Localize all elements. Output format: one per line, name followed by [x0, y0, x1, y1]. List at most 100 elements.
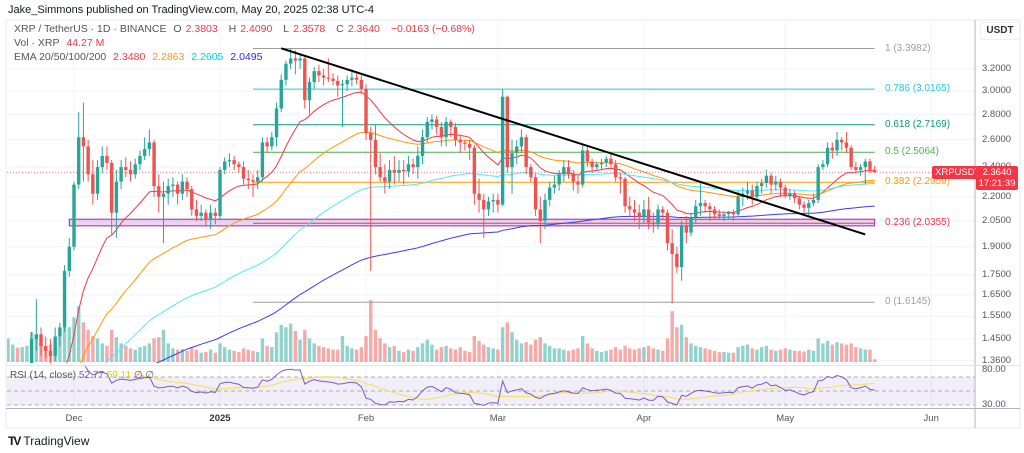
publisher-line: Jake_Simmons published on TradingView.co… — [8, 4, 375, 16]
candle — [48, 338, 53, 363]
candle — [119, 160, 123, 190]
price-tick: 2.6000 — [982, 133, 1012, 145]
volume-bar — [835, 342, 839, 362]
candle — [434, 115, 439, 135]
volume-bar — [265, 345, 269, 362]
candle-body — [825, 147, 830, 165]
candle — [458, 134, 462, 154]
candle — [29, 331, 34, 363]
trendline[interactable] — [280, 47, 866, 236]
candle-body — [387, 169, 392, 182]
candle-body — [378, 167, 382, 178]
candle-body — [844, 142, 849, 148]
candle-body — [778, 181, 783, 188]
currency-label[interactable]: USDT — [980, 22, 1020, 40]
volume-bar — [533, 339, 538, 362]
volume-bar — [387, 347, 392, 362]
volume-bar — [298, 339, 302, 362]
candle — [279, 74, 283, 113]
candle — [731, 209, 736, 221]
candle — [255, 169, 260, 190]
price-tick: 1.3600 — [982, 354, 1012, 366]
candle-body — [439, 126, 444, 138]
volume-bar — [548, 345, 552, 362]
candle — [703, 199, 707, 213]
volume-bar — [67, 327, 71, 362]
candle-body — [288, 58, 293, 64]
volume-bar — [25, 345, 29, 362]
candle-body — [873, 169, 877, 173]
volume-bar — [623, 345, 627, 362]
candle-body — [86, 146, 90, 175]
rsi-pane — [7, 366, 975, 406]
candle — [124, 157, 128, 178]
candle — [670, 229, 674, 304]
volume-bar — [218, 343, 222, 362]
candle-body — [152, 142, 156, 187]
candle — [39, 327, 43, 356]
volume-bar — [270, 347, 274, 362]
candle — [548, 181, 552, 207]
rsi-label[interactable]: RSI (14, close) — [10, 370, 77, 381]
candle-body — [821, 164, 825, 168]
rsi-tick: 80.00 — [982, 364, 1006, 375]
candle — [830, 142, 835, 159]
volume-bar — [274, 332, 279, 362]
candle-body — [411, 164, 415, 168]
candle-body — [91, 174, 95, 194]
candle — [576, 175, 580, 194]
volume-bar — [397, 350, 401, 362]
candle — [105, 146, 109, 170]
candle — [128, 161, 133, 182]
candle-body — [185, 181, 189, 190]
volume-bar — [458, 347, 462, 362]
rsi-value: 52.77 — [78, 370, 104, 381]
candle — [213, 207, 217, 225]
volume-bar — [482, 344, 486, 362]
candle — [533, 174, 538, 216]
support-zone-rect — [68, 218, 876, 227]
fib-retracement[interactable] — [252, 48, 875, 303]
candle-body — [679, 225, 684, 268]
volume-bar — [496, 349, 500, 362]
volume-bar — [519, 343, 524, 362]
candle-body — [708, 206, 712, 210]
volume-bar — [77, 306, 81, 362]
candle-body — [326, 77, 331, 79]
candle — [515, 139, 519, 165]
volume-bar — [364, 335, 368, 362]
candle — [199, 204, 203, 221]
volume-bar — [350, 348, 354, 362]
candle — [821, 160, 825, 170]
candle-body — [416, 155, 420, 168]
price-tick: 1.9000 — [982, 240, 1012, 252]
candle-body — [369, 133, 373, 140]
candle — [519, 129, 524, 154]
volume-bar — [284, 327, 288, 362]
volume-bar — [20, 347, 24, 362]
candle-body — [133, 164, 137, 175]
volume-bar — [844, 344, 849, 362]
candle-body — [166, 186, 170, 194]
volume-bar — [7, 338, 10, 362]
volume-bar — [161, 329, 166, 362]
candle — [726, 211, 731, 220]
tradingview-logo[interactable]: TV TradingView — [8, 434, 89, 448]
volume-bar — [157, 337, 161, 362]
ema-label[interactable]: EMA 20/50/100/200 — [14, 51, 107, 63]
symbol-name[interactable]: XRP / TetherUS · 1D · BINANCE — [14, 23, 167, 35]
chart-frame — [5, 19, 1021, 429]
volume-label[interactable]: Vol · XRP — [14, 37, 60, 49]
candle — [543, 193, 547, 230]
volume-bar — [585, 343, 590, 362]
candle — [86, 139, 90, 182]
candle — [609, 153, 613, 168]
candle — [689, 212, 693, 237]
volume-bar — [354, 349, 359, 362]
tradingview-logo-icon: TV — [8, 434, 21, 448]
candle — [571, 169, 575, 191]
candle-body — [44, 346, 48, 351]
candle — [373, 124, 378, 175]
candle-body — [274, 108, 279, 138]
